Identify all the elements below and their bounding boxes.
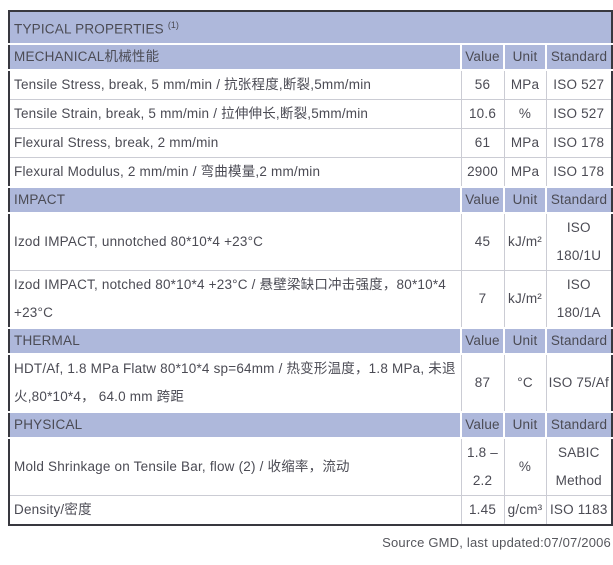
value-cell: 1.8 – 2.2 [460,437,505,496]
section-name: PHYSICAL [9,410,461,439]
standard-cell: ISO 180/1U [545,212,613,271]
unit-cell: g/cm³ [503,494,547,525]
value-cell: 87 [460,353,505,412]
section-name: MECHANICAL机械性能 [9,42,461,71]
standard-cell: ISO 527 [545,98,613,129]
table-title-footnote: (1) [167,20,179,30]
unit-cell: kJ/m² [503,269,547,328]
table-row: HDT/Af, 1.8 MPa Flatw 80*10*4 sp=64mm / … [8,353,613,412]
column-header-standard: Standard [544,326,613,355]
table-title-row: TYPICAL PROPERTIES (1) [9,11,613,45]
section-header-row: PHYSICAL Value Unit Standard [9,410,613,439]
table-row: Izod IMPACT, unnotched 80*10*4 +23°C 45 kJ… [8,212,613,271]
standard-cell: ISO 75/Af [545,353,613,412]
unit-cell: % [503,98,547,129]
value-cell: 61 [460,127,505,158]
properties-panel: TYPICAL PROPERTIES (1) MECHANICAL机械性能 Val… [8,10,613,550]
column-header-standard: Standard [544,42,613,71]
column-header-standard: Standard [544,410,613,439]
property-cell: Mold Shrinkage on Tensile Bar, flow (2) … [8,437,462,496]
column-header-value: Value [460,42,504,71]
standard-cell: ISO 178 [545,156,613,187]
column-header-standard: Standard [544,185,613,214]
column-header-unit: Unit [503,410,546,439]
section-header-row: THERMAL Value Unit Standard [9,326,613,355]
table-row: Mold Shrinkage on Tensile Bar, flow (2) … [8,437,613,496]
table-row: Flexural Stress, break, 2 mm/min 61 MPa ISO… [8,127,613,158]
standard-cell: ISO 180/1A [545,269,613,328]
unit-cell: MPa [503,156,547,187]
column-header-unit: Unit [503,326,546,355]
standard-cell: ISO 1183 [545,494,613,525]
property-cell: Flexural Stress, break, 2 mm/min [8,127,462,158]
value-cell: 10.6 [460,98,505,129]
value-cell: 56 [460,69,505,100]
property-cell: Tensile Stress, break, 5 mm/min / 抗张程度,断… [8,69,462,100]
column-header-value: Value [460,326,504,355]
section-header-row: MECHANICAL机械性能 Value Unit Standard [9,42,613,71]
value-cell: 45 [460,212,505,271]
typical-properties-table: TYPICAL PROPERTIES (1) MECHANICAL机械性能 Val… [8,10,613,526]
unit-cell: kJ/m² [503,212,547,271]
table-row: Izod IMPACT, notched 80*10*4 +23°C / 悬壁梁… [8,269,613,328]
property-cell: Tensile Strain, break, 5 mm/min / 拉伸伸长,断… [8,98,462,129]
section-header-row: IMPACT Value Unit Standard [9,185,613,214]
column-header-value: Value [460,185,504,214]
column-header-value: Value [460,410,504,439]
table-row: Flexural Modulus, 2 mm/min / 弯曲模量,2 mm/m… [8,156,613,187]
property-cell: Izod IMPACT, unnotched 80*10*4 +23°C [8,212,462,271]
section-name: IMPACT [9,185,461,214]
standard-cell: ISO 178 [545,127,613,158]
unit-cell: MPa [503,69,547,100]
section-name: THERMAL [9,326,461,355]
standard-cell: ISO 527 [545,69,613,100]
unit-cell: °C [503,353,547,412]
table-title: TYPICAL PROPERTIES (1) [9,11,613,45]
table-row: Tensile Strain, break, 5 mm/min / 拉伸伸长,断… [8,98,613,129]
table-title-text: TYPICAL PROPERTIES [14,21,164,37]
property-cell: Density/密度 [8,494,462,525]
unit-cell: % [503,437,547,496]
property-cell: HDT/Af, 1.8 MPa Flatw 80*10*4 sp=64mm / … [8,353,462,412]
standard-cell: SABIC Method [545,437,613,496]
table-row: Tensile Stress, break, 5 mm/min / 抗张程度,断… [8,69,613,100]
value-cell: 7 [460,269,505,328]
property-cell: Flexural Modulus, 2 mm/min / 弯曲模量,2 mm/m… [8,156,462,187]
table-row: Density/密度 1.45 g/cm³ ISO 1183 [8,494,613,525]
value-cell: 2900 [460,156,505,187]
column-header-unit: Unit [503,185,546,214]
value-cell: 1.45 [460,494,505,525]
source-note: Source GMD, last updated:07/07/2006 [382,534,611,550]
property-cell: Izod IMPACT, notched 80*10*4 +23°C / 悬壁梁… [8,269,462,328]
column-header-unit: Unit [503,42,546,71]
unit-cell: MPa [503,127,547,158]
